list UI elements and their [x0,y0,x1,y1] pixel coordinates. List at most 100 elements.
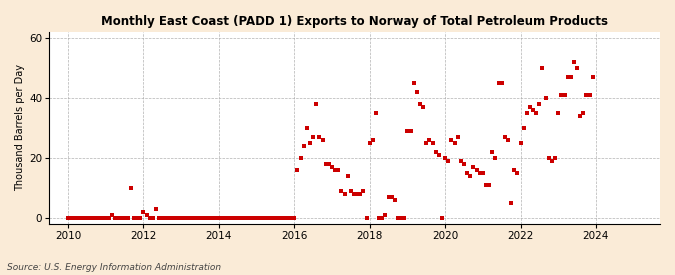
Point [562,75,573,79]
Point [119,216,130,220]
Point [169,216,180,220]
Point [408,81,419,85]
Point [346,189,356,193]
Point [308,135,319,139]
Point [396,216,406,220]
Point [540,96,551,100]
Point [339,192,350,196]
Point [207,216,218,220]
Point [211,216,221,220]
Point [427,141,438,145]
Point [534,102,545,106]
Point [342,174,353,178]
Point [389,198,400,202]
Point [509,168,520,172]
Point [311,102,322,106]
Point [113,216,124,220]
Point [336,189,347,193]
Point [439,156,450,160]
Point [374,216,385,220]
Point [465,174,476,178]
Point [230,216,240,220]
Point [151,207,161,211]
Point [430,150,441,154]
Point [91,216,102,220]
Point [286,216,296,220]
Point [386,195,397,199]
Point [317,138,328,142]
Point [270,216,281,220]
Point [163,216,174,220]
Point [352,192,362,196]
Point [553,111,564,115]
Point [471,168,482,172]
Point [314,135,325,139]
Point [292,168,303,172]
Point [82,216,92,220]
Point [477,171,488,175]
Point [581,93,592,97]
Point [329,168,340,172]
Point [201,216,212,220]
Title: Monthly East Coast (PADD 1) Exports to Norway of Total Petroleum Products: Monthly East Coast (PADD 1) Exports to N… [101,15,608,28]
Point [578,111,589,115]
Point [192,216,202,220]
Point [248,216,259,220]
Point [377,216,387,220]
Point [232,216,243,220]
Point [437,216,448,220]
Point [69,216,80,220]
Point [355,192,366,196]
Point [279,216,290,220]
Point [198,216,209,220]
Point [94,216,105,220]
Point [566,75,576,79]
Y-axis label: Thousand Barrels per Day: Thousand Barrels per Day [15,64,25,191]
Point [75,216,86,220]
Point [63,216,74,220]
Point [405,129,416,133]
Point [528,108,539,112]
Point [126,186,136,190]
Point [223,216,234,220]
Point [264,216,275,220]
Point [72,216,83,220]
Point [496,81,507,85]
Point [559,93,570,97]
Point [393,216,404,220]
Point [468,165,479,169]
Point [289,216,300,220]
Point [122,216,133,220]
Point [84,216,95,220]
Point [512,171,522,175]
Text: Source: U.S. Energy Information Administration: Source: U.S. Energy Information Administ… [7,263,221,272]
Point [323,162,334,166]
Point [421,141,431,145]
Point [358,189,369,193]
Point [242,216,252,220]
Point [251,216,262,220]
Point [103,216,114,220]
Point [261,216,271,220]
Point [141,213,152,217]
Point [446,138,457,142]
Point [217,216,227,220]
Point [443,159,454,163]
Point [101,216,111,220]
Point [179,216,190,220]
Point [239,216,250,220]
Point [424,138,435,142]
Point [458,162,469,166]
Point [547,159,558,163]
Point [97,216,108,220]
Point [276,216,287,220]
Point [521,111,532,115]
Point [267,216,277,220]
Point [138,210,149,214]
Point [66,216,77,220]
Point [220,216,231,220]
Point [481,183,491,187]
Point [257,216,268,220]
Point [493,81,504,85]
Point [575,114,586,118]
